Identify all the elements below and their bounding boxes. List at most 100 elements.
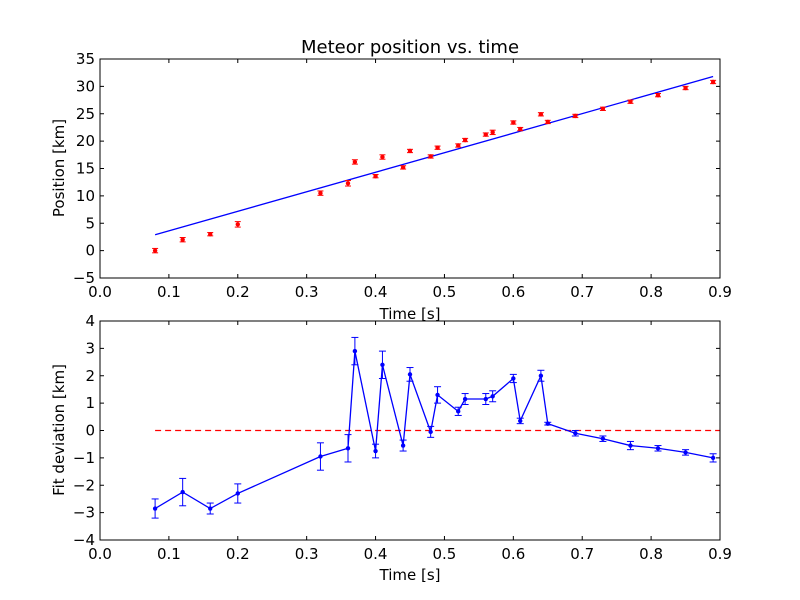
- x-tick-label: 0.9: [708, 283, 732, 301]
- position-plot-title: Meteor position vs. time: [301, 37, 519, 58]
- data-point: [518, 418, 523, 424]
- data-point: [538, 373, 544, 378]
- deviation-plot: Time [s] Fit deviation [km] 0.0 0.1 0.2 0.3…: [50, 312, 732, 584]
- data-point: [152, 506, 158, 511]
- data-point: [683, 450, 688, 455]
- x-tick-label: 0.7: [570, 283, 594, 301]
- x-tick-label: 0.2: [226, 283, 250, 301]
- data-point: [345, 181, 351, 186]
- x-tick-label: 0.0: [88, 545, 112, 563]
- data-point: [208, 506, 213, 511]
- x-tick-label: 0.4: [364, 283, 388, 301]
- y-tick-label: 30: [76, 77, 95, 95]
- data-point: [235, 222, 240, 227]
- data-point: [380, 154, 385, 160]
- x-tick-label: 0.0: [88, 283, 112, 301]
- y-tick-label: 1: [85, 394, 95, 412]
- data-point: [373, 448, 378, 454]
- x-tick-label: 0.9: [708, 545, 732, 563]
- data-point: [380, 362, 385, 367]
- y-tick-label: −5: [73, 269, 95, 287]
- x-tick-label: 0.2: [226, 545, 250, 563]
- x-tick-label: 0.1: [157, 545, 181, 563]
- x-tick-label: 0.3: [295, 283, 319, 301]
- y-tick-label: 3: [85, 339, 95, 357]
- y-tick-label: −1: [73, 449, 95, 467]
- deviation-plot-frame: [99, 320, 721, 541]
- x-tick-label: 0.8: [639, 283, 663, 301]
- data-point: [428, 429, 433, 435]
- data-point: [373, 173, 378, 179]
- data-point: [462, 396, 468, 402]
- data-point: [600, 436, 606, 441]
- data-point: [428, 154, 433, 159]
- deviation-plot-ticks: 0.0 0.1 0.2 0.3 0.4 0.5 0.6 0.7 0.8 0.9 −4 −3 −2 −1 0 1…: [73, 312, 732, 563]
- data-point: [435, 392, 440, 398]
- deviation-plot-xlabel: Time [s]: [379, 566, 441, 584]
- x-tick-label: 0.3: [295, 545, 319, 563]
- data-point: [573, 431, 578, 436]
- y-tick-label: 25: [76, 105, 95, 123]
- position-plot-xlabel: Time [s]: [379, 305, 441, 323]
- data-point: [573, 113, 578, 119]
- y-tick-label: 2: [85, 367, 95, 385]
- data-point: [683, 85, 688, 91]
- x-tick-label: 0.7: [570, 545, 594, 563]
- data-point: [518, 126, 523, 132]
- y-tick-label: 20: [76, 132, 95, 150]
- data-point: [628, 443, 633, 448]
- y-tick-label: −4: [73, 531, 95, 549]
- data-point: [208, 232, 213, 237]
- data-point: [511, 120, 516, 125]
- data-point: [152, 248, 158, 253]
- data-point: [407, 372, 413, 377]
- data-point: [352, 348, 358, 354]
- data-point: [600, 106, 606, 112]
- data-point: [407, 148, 413, 154]
- position-plot-marks: [152, 75, 717, 254]
- x-tick-label: 0.6: [501, 283, 525, 301]
- data-point: [435, 145, 440, 150]
- y-tick-label: 0: [85, 242, 95, 260]
- data-point: [628, 99, 633, 104]
- data-point: [400, 165, 406, 170]
- data-point: [400, 443, 406, 448]
- y-tick-label: 0: [85, 422, 95, 440]
- fit-line: [154, 75, 714, 236]
- y-tick-label: 4: [85, 312, 95, 330]
- y-tick-label: 15: [76, 160, 95, 178]
- position-plot-ticks: 0.0 0.1 0.2 0.3 0.4 0.5 0.6 0.7 0.8 0.9 −5 0 5 10 15 20…: [73, 50, 732, 301]
- data-point: [345, 446, 351, 451]
- data-point: [180, 489, 185, 495]
- data-point: [545, 421, 550, 426]
- data-point: [235, 491, 240, 496]
- data-point: [655, 92, 661, 98]
- position-plot-ylabel: Position [km]: [50, 119, 68, 217]
- data-point: [483, 132, 488, 137]
- x-tick-label: 0.1: [157, 283, 181, 301]
- data-point: [490, 130, 495, 135]
- position-plot-frame: [99, 58, 721, 279]
- x-tick-label: 0.5: [433, 283, 457, 301]
- data-point: [318, 454, 323, 459]
- x-tick-label: 0.8: [639, 545, 663, 563]
- data-point: [456, 143, 461, 148]
- data-point: [655, 446, 661, 451]
- y-tick-label: −2: [73, 476, 95, 494]
- data-point: [490, 394, 495, 399]
- y-tick-label: 5: [85, 214, 95, 232]
- y-tick-label: −3: [73, 504, 95, 522]
- x-tick-label: 0.6: [501, 545, 525, 563]
- data-point: [538, 112, 544, 117]
- data-point: [180, 237, 185, 242]
- data-point: [318, 190, 323, 196]
- deviation-plot-ylabel: Fit deviation [km]: [50, 364, 68, 496]
- position-plot: Meteor position vs. time Time [s] Positi…: [50, 37, 732, 323]
- data-point: [545, 119, 550, 125]
- data-point: [511, 376, 516, 381]
- x-tick-label: 0.4: [364, 545, 388, 563]
- data-point: [456, 409, 461, 414]
- x-tick-label: 0.5: [433, 545, 457, 563]
- deviation-plot-marks: [151, 336, 720, 519]
